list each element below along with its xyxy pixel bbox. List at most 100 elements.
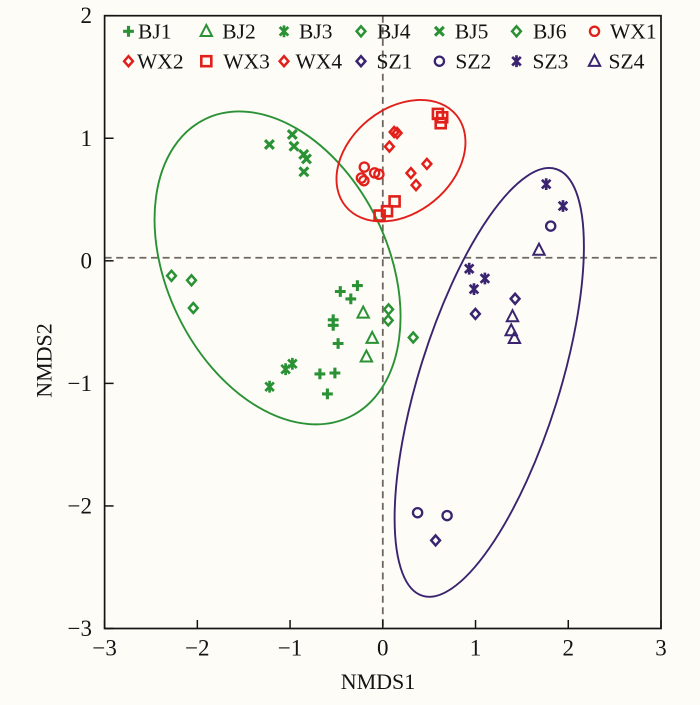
marker-BJ2 <box>359 348 374 363</box>
legend-label-WX3: WX3 <box>223 49 270 73</box>
marker-BJ5 <box>301 153 312 165</box>
y-tick-label: −3 <box>68 616 92 641</box>
series-BJ5 <box>263 129 312 178</box>
circle-icon <box>355 172 368 184</box>
legend-marker-SZ1 <box>354 54 368 69</box>
marker-BJ5 <box>288 140 300 152</box>
marker-SZ1 <box>509 291 522 306</box>
triangle-icon <box>505 308 520 323</box>
triangle-icon <box>503 322 519 337</box>
circle-icon <box>373 168 385 181</box>
star6-icon <box>280 363 291 376</box>
marker-BJ4 <box>185 273 198 288</box>
marker-BJ2 <box>364 329 380 344</box>
triangle-icon <box>364 329 380 344</box>
diamond-icon <box>382 313 395 328</box>
y-tick-label: −2 <box>68 493 92 518</box>
legend-marker-BJ5 <box>433 25 445 37</box>
legend-label-WX4: WX4 <box>296 49 343 73</box>
x-tick-label: 2 <box>563 636 575 661</box>
legend-marker-BJ6 <box>510 24 523 39</box>
diamond-icon <box>404 166 417 180</box>
x-tick-label: 1 <box>470 636 482 661</box>
series-SZ3 <box>463 178 569 296</box>
marker-WX4 <box>409 178 423 192</box>
legend-label-SZ4: SZ4 <box>609 49 645 73</box>
triangle-icon <box>507 329 522 344</box>
legend-label-BJ4: BJ4 <box>377 20 411 44</box>
legend-marker-WX2 <box>122 54 135 69</box>
circle-icon <box>411 506 424 519</box>
diamond-icon <box>409 178 423 192</box>
diamond-icon <box>185 273 198 288</box>
diamond-icon <box>510 24 523 39</box>
axis-ticks <box>103 14 662 630</box>
y-tick-label: 0 <box>81 248 93 273</box>
diamond-icon <box>388 125 401 139</box>
circle-icon <box>358 161 371 173</box>
circle-icon <box>441 509 453 522</box>
circle-icon <box>588 25 601 38</box>
x-icon <box>288 140 300 152</box>
cluster-ellipse-WX <box>335 98 467 223</box>
diamond-icon <box>383 139 396 154</box>
triangle-icon <box>359 348 374 363</box>
legend-label-WX1: WX1 <box>610 20 657 44</box>
square-icon <box>388 195 401 208</box>
square-icon <box>373 209 386 222</box>
marker-BJ1 <box>314 368 326 380</box>
marker-BJ6 <box>382 302 395 317</box>
marker-SZ2 <box>441 509 453 522</box>
plus-icon <box>345 293 357 305</box>
series-WX4 <box>404 157 433 192</box>
triangle-icon <box>531 241 547 256</box>
marker-BJ6 <box>382 313 395 328</box>
y-axis-title: NMDS2 <box>32 323 57 398</box>
series-SZ4 <box>503 241 547 344</box>
legend-item-SZ1: SZ1 <box>354 49 412 73</box>
legend-item-SZ3: SZ3 <box>511 49 568 73</box>
legend-item-BJ5: BJ5 <box>433 20 488 44</box>
y-tick-label: 2 <box>81 3 93 28</box>
marker-BJ3 <box>264 380 275 393</box>
marker-WX4 <box>404 166 417 180</box>
star6-icon <box>278 25 290 38</box>
diamond-icon <box>420 157 433 171</box>
series-BJ1 <box>314 280 363 400</box>
circle-icon <box>433 55 446 67</box>
diamond-icon <box>165 268 178 283</box>
y-tick-label: 1 <box>81 126 93 151</box>
x-icon <box>298 166 310 178</box>
data-points <box>165 107 569 548</box>
x-icon <box>286 129 298 140</box>
marker-BJ4 <box>165 268 178 283</box>
diamond-icon <box>277 54 291 69</box>
legend-label-BJ3: BJ3 <box>299 20 332 44</box>
legend-marker-BJ4 <box>354 24 368 39</box>
marker-SZ4 <box>505 308 520 323</box>
series-SZ2 <box>411 220 557 522</box>
legend-marker-SZ3 <box>511 55 522 68</box>
legend-label-SZ2: SZ2 <box>455 49 491 73</box>
x-tick-label: 3 <box>655 636 667 661</box>
star6-icon <box>264 380 275 393</box>
marker-BJ1 <box>351 280 363 292</box>
triangle-icon <box>587 52 602 67</box>
marker-BJ1 <box>334 286 346 297</box>
x-tick-label: −1 <box>278 636 302 661</box>
marker-WX1 <box>373 168 385 181</box>
legend-marker-WX4 <box>277 54 291 69</box>
marker-SZ4 <box>531 241 547 256</box>
legend-marker-WX1 <box>588 25 601 38</box>
legend-item-SZ4: SZ4 <box>587 49 645 73</box>
marker-BJ1 <box>329 367 341 379</box>
star6-icon <box>511 55 522 68</box>
triangle-icon <box>355 304 371 319</box>
marker-SZ3 <box>557 200 569 212</box>
series-WX3 <box>373 107 449 222</box>
marker-BJ1 <box>332 338 344 349</box>
legend-item-SZ2: SZ2 <box>433 49 491 73</box>
star6-icon <box>540 178 552 191</box>
